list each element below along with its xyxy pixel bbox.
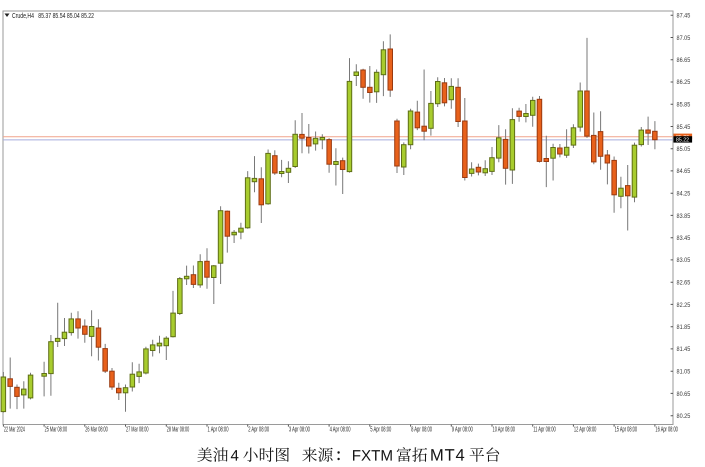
svg-text:85.45: 85.45 [677, 124, 691, 131]
svg-text:85.22: 85.22 [676, 138, 689, 144]
svg-text:3 Apr 08:00: 3 Apr 08:00 [289, 427, 310, 434]
svg-text:81.45: 81.45 [677, 346, 691, 353]
svg-text:8 Apr 08:00: 8 Apr 08:00 [411, 427, 432, 434]
svg-text:83.45: 83.45 [677, 235, 691, 242]
svg-text:86.65: 86.65 [677, 57, 691, 64]
svg-text:10 Apr 08:00: 10 Apr 08:00 [493, 427, 516, 434]
svg-text:25 Mar 08:00: 25 Mar 08:00 [45, 427, 68, 434]
svg-text:84.65: 84.65 [677, 168, 691, 175]
svg-text:85.85: 85.85 [677, 102, 691, 109]
svg-text:27 Mar 08:00: 27 Mar 08:00 [126, 427, 149, 434]
svg-text:5 Apr 08:00: 5 Apr 08:00 [370, 427, 391, 434]
svg-text:83.05: 83.05 [677, 257, 691, 264]
svg-text:16 Apr 08:00: 16 Apr 08:00 [655, 427, 678, 434]
svg-text:4 Apr 08:00: 4 Apr 08:00 [330, 427, 351, 434]
svg-text:85.05: 85.05 [677, 146, 691, 153]
svg-text:87.45: 87.45 [677, 13, 691, 20]
svg-text:82.65: 82.65 [677, 280, 691, 287]
svg-text:26 Mar 08:00: 26 Mar 08:00 [85, 427, 108, 434]
svg-text:2 Apr 08:00: 2 Apr 08:00 [248, 427, 269, 434]
svg-text:80.65: 80.65 [677, 391, 691, 398]
svg-text:22 Mar 2024: 22 Mar 2024 [4, 427, 25, 434]
svg-text:84.25: 84.25 [677, 191, 691, 198]
svg-text:9 Apr 08:00: 9 Apr 08:00 [452, 427, 473, 434]
svg-text:86.25: 86.25 [677, 79, 691, 86]
svg-text:28 Mar 08:00: 28 Mar 08:00 [167, 427, 190, 434]
svg-text:15 Apr 08:00: 15 Apr 08:00 [615, 427, 638, 434]
svg-text:81.85: 81.85 [677, 324, 691, 331]
svg-text:1 Apr 08:00: 1 Apr 08:00 [208, 427, 229, 434]
svg-text:81.05: 81.05 [677, 369, 691, 376]
svg-text:Crude,H4 85.37 85.54 85.04 8: Crude,H4 85.37 85.54 85.04 85.22 [12, 11, 94, 20]
svg-text:80.25: 80.25 [677, 413, 691, 420]
svg-text:83.85: 83.85 [677, 213, 691, 220]
svg-text:11 Apr 08:00: 11 Apr 08:00 [533, 427, 556, 434]
svg-text:87.05: 87.05 [677, 35, 691, 42]
svg-text:82.25: 82.25 [677, 302, 691, 309]
svg-text:12 Apr 08:00: 12 Apr 08:00 [574, 427, 597, 434]
